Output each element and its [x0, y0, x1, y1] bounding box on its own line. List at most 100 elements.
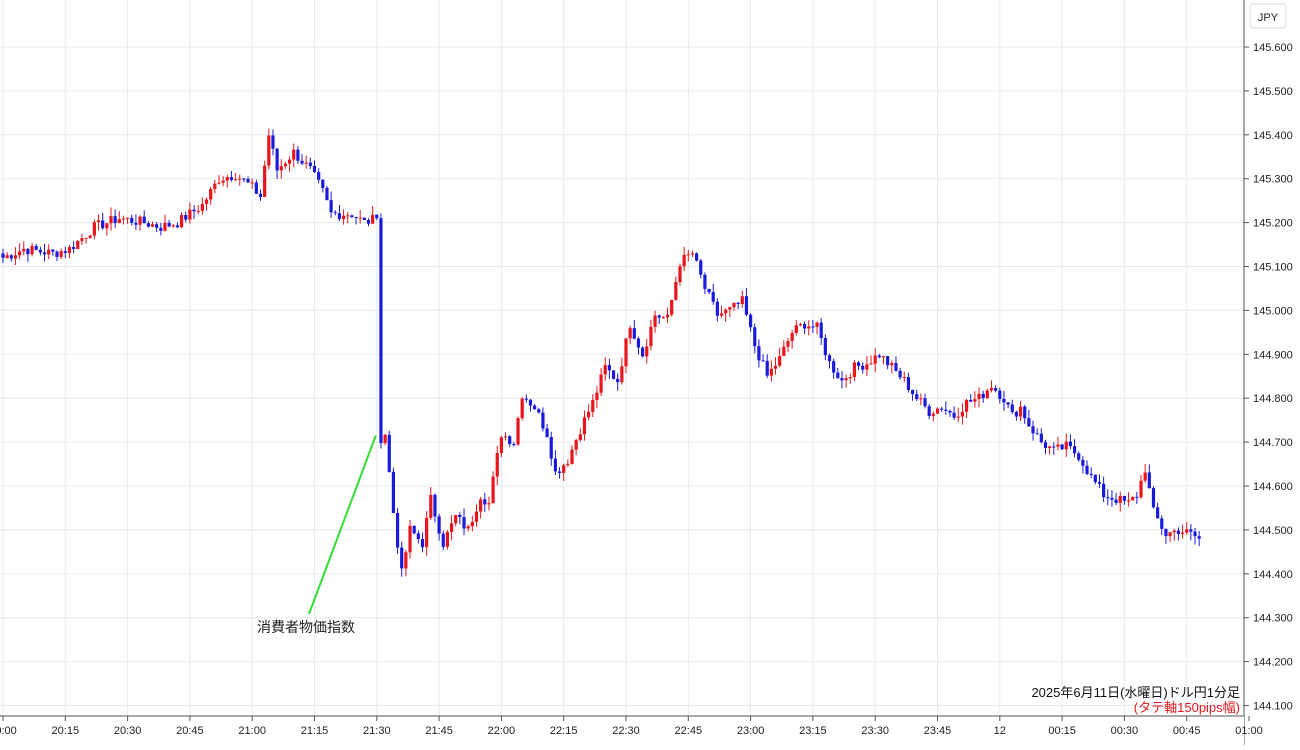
candle: [80, 233, 84, 245]
candle-body: [233, 179, 238, 181]
candle-body: [26, 248, 30, 255]
candle-body: [88, 235, 92, 238]
candle-body: [350, 215, 354, 217]
candle-body: [354, 216, 358, 218]
candle-body: [528, 399, 533, 406]
candle: [209, 186, 213, 205]
candle: [1035, 428, 1039, 435]
candle: [350, 214, 354, 219]
candle-body: [333, 212, 337, 214]
candle-body: [778, 355, 782, 366]
candle: [1172, 528, 1176, 541]
candle: [952, 406, 956, 421]
candle-body: [22, 248, 26, 252]
candle-body: [1085, 465, 1089, 474]
candle: [964, 398, 969, 419]
candle-body: [570, 449, 574, 464]
time-axis-panel[interactable]: [0, 716, 1244, 745]
candle: [931, 411, 935, 422]
candle-body: [105, 223, 109, 229]
candle: [1023, 404, 1027, 424]
candle: [923, 393, 927, 409]
candle: [34, 243, 38, 251]
time-tick-label: 20:30: [114, 725, 142, 737]
candle: [1002, 391, 1006, 411]
candle: [138, 215, 142, 231]
candle: [915, 389, 919, 402]
candle-body: [445, 532, 450, 547]
candle: [225, 175, 229, 188]
candle-body: [474, 511, 479, 522]
candle: [562, 463, 566, 481]
candle-body: [267, 135, 271, 166]
candle: [632, 320, 636, 340]
candle-body: [744, 296, 749, 315]
candle: [1147, 464, 1151, 489]
candle-body: [549, 437, 553, 459]
candle: [9, 254, 13, 262]
candle: [1102, 476, 1106, 503]
candle-body: [832, 361, 836, 373]
candle: [217, 175, 221, 185]
candle-body: [449, 523, 454, 533]
candle: [76, 240, 80, 250]
candle-body: [591, 399, 595, 412]
candle-body: [375, 214, 379, 219]
candle-body: [682, 254, 686, 267]
candle: [890, 360, 894, 374]
candle: [171, 224, 175, 228]
candle-body: [1002, 398, 1006, 403]
price-tick-label: 145.000: [1253, 305, 1293, 317]
candle: [250, 178, 254, 189]
candle-body: [1156, 507, 1160, 519]
candle: [1114, 492, 1118, 505]
candle: [782, 340, 786, 357]
candle: [1197, 531, 1201, 547]
candle-body: [400, 547, 404, 569]
candle: [1131, 496, 1135, 501]
candle: [1056, 436, 1060, 451]
candle: [1151, 486, 1156, 509]
candle-body: [919, 398, 923, 400]
candle-body: [906, 377, 911, 391]
candle-body: [337, 213, 342, 220]
candle: [1139, 475, 1143, 499]
candle-body: [931, 413, 935, 416]
candle: [371, 205, 375, 224]
candle-body: [661, 317, 665, 319]
price-axis-panel[interactable]: [1244, 0, 1300, 745]
candle-body: [362, 217, 366, 220]
candle-body: [948, 410, 952, 413]
candle: [279, 159, 283, 179]
candle: [26, 248, 30, 262]
candle-body: [1131, 496, 1135, 501]
annotation-layer: 消費者物価指数: [257, 435, 377, 635]
candle: [715, 298, 719, 322]
candle: [570, 445, 574, 465]
candle-body: [51, 249, 55, 252]
candle: [886, 355, 890, 370]
candle: [362, 217, 366, 221]
candle-body: [96, 220, 101, 223]
candle-body: [944, 409, 948, 411]
candle-body: [636, 338, 641, 348]
candle: [275, 147, 279, 179]
candle-body: [204, 199, 209, 204]
candle: [674, 276, 678, 301]
price-tick-label: 145.600: [1253, 42, 1293, 54]
candle-body: [296, 149, 300, 161]
candle-body: [620, 366, 624, 383]
candle-body: [674, 281, 678, 300]
candle-body: [433, 494, 437, 517]
candle-body: [582, 417, 587, 435]
candle: [449, 515, 454, 541]
candle-body: [757, 346, 761, 361]
candle-body: [238, 178, 242, 180]
time-tick-label: 21:00: [238, 725, 266, 737]
price-tick-label: 144.200: [1253, 657, 1293, 669]
candle-body: [927, 406, 931, 416]
price-tick-label: 145.200: [1253, 218, 1293, 230]
candle-body: [1122, 496, 1126, 501]
candle: [146, 221, 150, 228]
candle: [848, 373, 852, 384]
